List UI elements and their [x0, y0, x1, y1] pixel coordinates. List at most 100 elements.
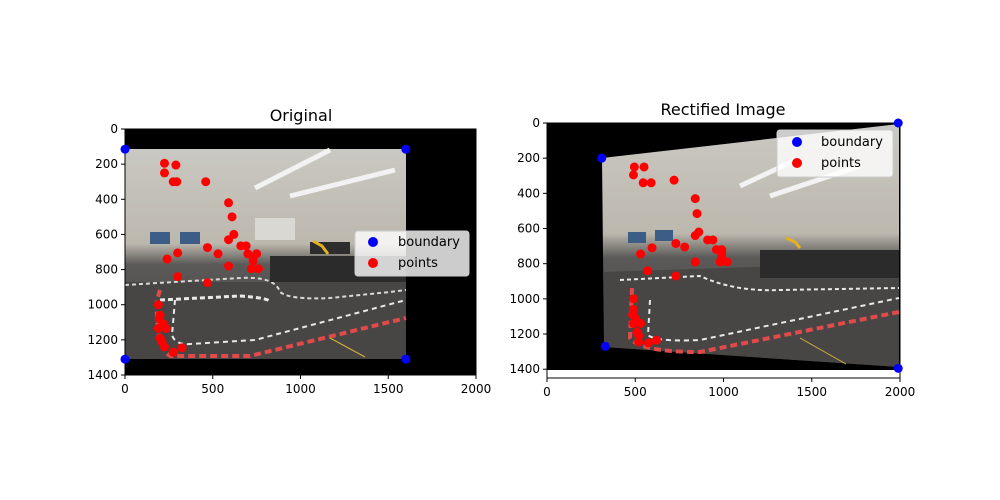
y-tick-label: 1400: [87, 368, 118, 382]
y-tick-label: 200: [517, 151, 540, 165]
y-tick-label: 1200: [509, 327, 540, 341]
original-points-point: [159, 168, 169, 178]
original-points-point: [173, 272, 183, 282]
original-points-point: [161, 323, 171, 333]
original-points-point: [213, 249, 223, 259]
original-points-point: [153, 300, 163, 310]
original-points-point: [153, 323, 163, 333]
original-points-point: [177, 343, 187, 353]
y-tick-label: 400: [517, 186, 540, 200]
rectified-points-point: [708, 235, 718, 245]
x-tick-label: 1500: [796, 385, 827, 399]
original-boundary-point: [120, 144, 130, 154]
rectified-points-point: [628, 318, 638, 328]
original-boundary-point: [401, 144, 411, 154]
original-title: Original: [270, 106, 333, 125]
x-tick-label: 1000: [285, 382, 316, 396]
x-tick-label: 500: [624, 385, 647, 399]
y-tick-label: 1000: [87, 298, 118, 312]
rectified-points-point: [628, 294, 638, 304]
legend-label-boundary: boundary: [821, 135, 883, 150]
y-tick-label: 0: [532, 116, 540, 130]
rectified-points-point: [647, 243, 657, 253]
rectified-points-point: [715, 257, 725, 267]
rectified-points-point: [669, 175, 679, 185]
original-points-point: [224, 261, 234, 271]
legend-label-points: points: [398, 256, 438, 271]
original-points-point: [253, 264, 263, 274]
original-points-point: [241, 241, 251, 251]
rectified-points-point: [643, 338, 653, 348]
legend-marker-points: [368, 258, 378, 268]
original-points-point: [159, 158, 169, 168]
original-points-point: [162, 254, 172, 264]
rectified-points-point: [636, 249, 646, 259]
rectified-points-point: [646, 178, 656, 188]
x-tick-label: 0: [121, 382, 129, 396]
rectified-points-point: [671, 271, 681, 281]
y-tick-label: 600: [95, 227, 118, 241]
legend-marker-boundary: [792, 137, 802, 147]
legend-marker-boundary: [368, 237, 378, 247]
original-boundary-point: [120, 354, 130, 364]
original-points-point: [201, 177, 211, 187]
rectified-boundary-point: [893, 363, 903, 373]
original-legend: boundary points: [354, 230, 470, 277]
x-tick-label: 1500: [373, 382, 404, 396]
original-points-point: [171, 160, 181, 170]
rectified-points-point: [651, 335, 661, 345]
y-tick-label: 800: [517, 257, 540, 271]
original-axis-ticks: 0 500 1000 1500 2000 0 200 400 600 800 1000 1200 140…: [87, 122, 491, 396]
original-boundary-point: [401, 354, 411, 364]
rectified-points-point: [629, 162, 639, 172]
y-tick-label: 1200: [87, 333, 118, 347]
x-tick-label: 2000: [885, 385, 916, 399]
original-points-point: [246, 264, 256, 274]
y-tick-label: 1000: [509, 292, 540, 306]
y-tick-label: 0: [110, 122, 118, 136]
rectified-points-point: [634, 331, 644, 341]
original-points-point: [224, 235, 234, 245]
original-panel: Original 0 500 1000 1500 2000 0 200 400 600 800 10…: [87, 106, 491, 396]
rectified-points-point: [722, 257, 732, 267]
x-tick-label: 1000: [708, 385, 739, 399]
x-tick-label: 2000: [461, 382, 492, 396]
original-data-points: [120, 144, 411, 364]
original-points-point: [168, 347, 178, 357]
x-tick-label: 500: [201, 382, 224, 396]
rectified-points-point: [671, 238, 681, 248]
y-tick-label: 800: [95, 263, 118, 277]
y-tick-label: 200: [95, 157, 118, 171]
rectified-panel: Rectified Image 0 500 1000 1500 2000 0 200 400 6…: [509, 100, 915, 399]
y-tick-label: 600: [517, 222, 540, 236]
rectified-legend: boundary points: [776, 129, 894, 178]
rectified-points-point: [690, 194, 700, 204]
rectified-points-point: [680, 242, 690, 252]
y-tick-label: 400: [95, 192, 118, 206]
rectified-points-point: [628, 170, 638, 180]
original-points-point: [224, 198, 234, 208]
rectified-points-point: [690, 231, 700, 241]
rectified-points-point: [690, 257, 700, 267]
rectified-points-point: [643, 266, 653, 276]
rectified-boundary-point: [600, 341, 610, 351]
rectified-boundary-point: [597, 153, 607, 163]
original-points-point: [172, 177, 182, 187]
original-points-point: [248, 256, 258, 266]
rectified-boundary-point: [893, 118, 903, 128]
legend-marker-points: [792, 158, 802, 168]
rectified-points-point: [634, 337, 644, 347]
legend-label-boundary: boundary: [398, 235, 460, 250]
original-points-point: [159, 342, 169, 352]
y-tick-label: 1400: [509, 362, 540, 376]
rectified-axis-ticks: 0 500 1000 1500 2000 0 200 400 600 800 1000 1200 140…: [509, 116, 915, 399]
original-points-point: [202, 243, 212, 253]
rectified-title: Rectified Image: [660, 100, 785, 119]
rectified-points-point: [692, 209, 702, 219]
rectified-points-point: [638, 178, 648, 188]
rectified-data-points: [597, 118, 903, 373]
rectified-image: [547, 123, 900, 378]
original-points-point: [173, 248, 183, 258]
original-points-point: [227, 212, 237, 222]
